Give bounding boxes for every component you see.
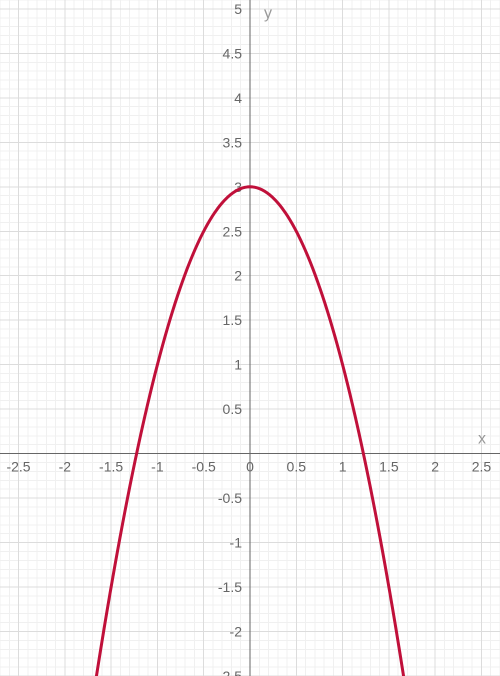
- x-tick-label: 2: [431, 459, 439, 475]
- y-tick-label: 0.5: [223, 401, 243, 417]
- y-tick-label: -2: [230, 624, 243, 640]
- x-tick-label: 1: [339, 459, 347, 475]
- y-tick-label: 5: [234, 1, 242, 17]
- x-tick-label: -2.5: [6, 459, 30, 475]
- y-tick-label: 1: [234, 357, 242, 373]
- y-tick-label: -0.5: [218, 490, 242, 506]
- y-tick-label: 4: [234, 90, 242, 106]
- x-tick-label: 2.5: [472, 459, 492, 475]
- x-tick-label: 1.5: [379, 459, 399, 475]
- y-tick-label: 2.5: [223, 223, 243, 239]
- y-tick-label: -1: [230, 535, 243, 551]
- y-tick-label: -1.5: [218, 579, 242, 595]
- y-axis-label: y: [264, 5, 272, 22]
- y-tick-label: 4.5: [223, 45, 243, 61]
- y-tick-label: 2: [234, 268, 242, 284]
- x-tick-label: -0.5: [192, 459, 216, 475]
- x-tick-label: -1: [151, 459, 164, 475]
- x-tick-label: -1.5: [99, 459, 123, 475]
- y-tick-label: 3.5: [223, 134, 243, 150]
- y-tick-label: 1.5: [223, 312, 243, 328]
- y-tick-label: -2.5: [218, 668, 242, 676]
- coordinate-plane-chart: -2.5-2-1.5-1-0.500.511.522.5-2.5-2-1.5-1…: [0, 0, 500, 676]
- x-axis-label: x: [478, 431, 486, 448]
- x-tick-label: 0.5: [287, 459, 307, 475]
- x-tick-label: -2: [59, 459, 72, 475]
- x-tick-label: 0: [246, 459, 254, 475]
